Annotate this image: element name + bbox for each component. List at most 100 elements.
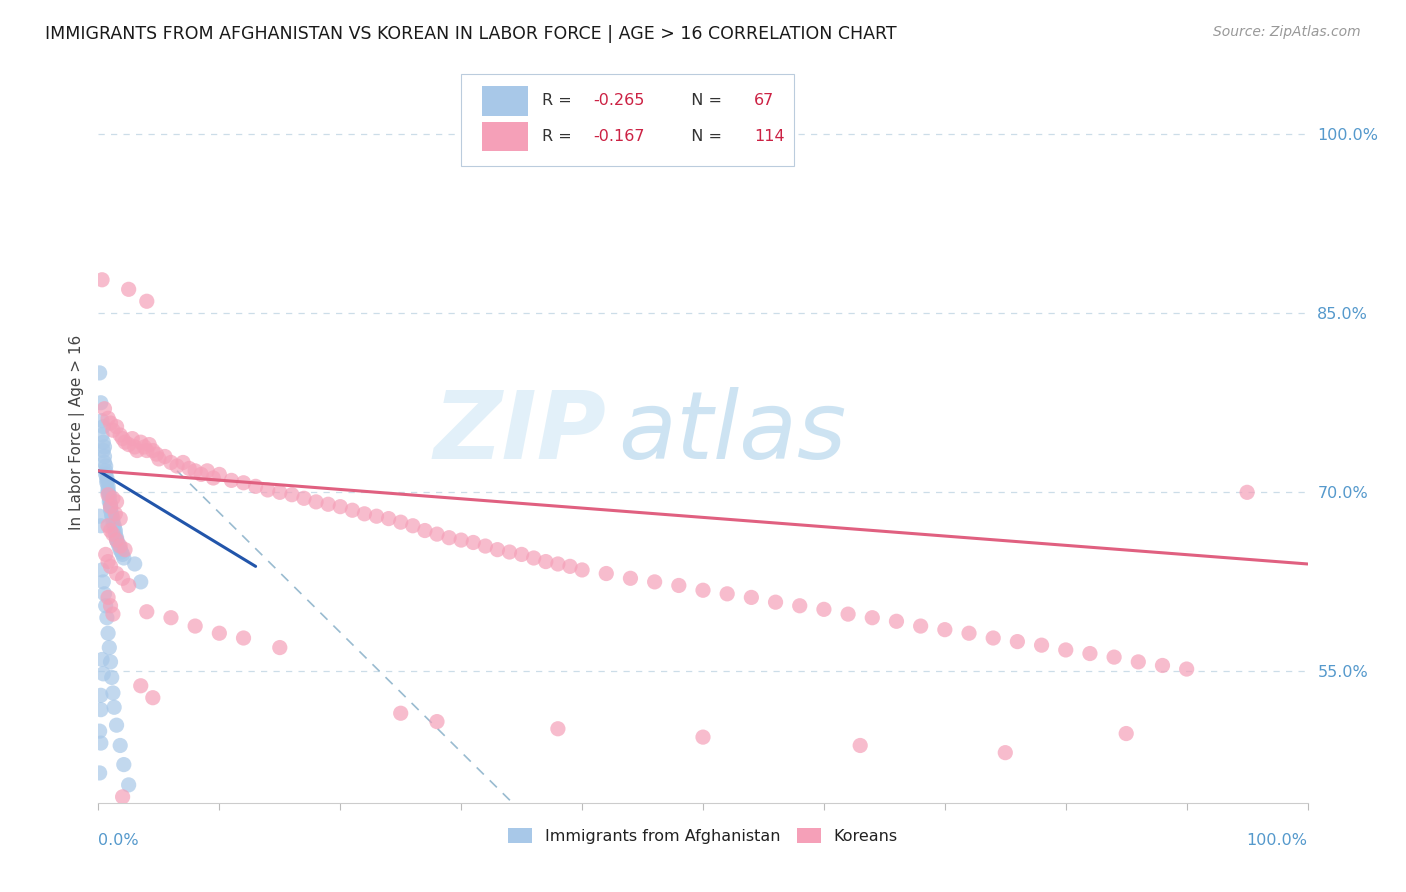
Point [135, 605, 157, 619]
Point [100, 416, 122, 430]
Point [111, 789, 134, 804]
Point [90, 396, 112, 410]
Point [94, 599, 117, 613]
Point [93, 455, 115, 469]
Point [886, 615, 908, 629]
Point [91, 443, 114, 458]
Point [108, 511, 131, 525]
Point [981, 631, 1004, 645]
Point [142, 443, 165, 458]
Point [100, 500, 122, 514]
Point [91, 435, 114, 450]
Point [135, 805, 157, 820]
Point [221, 474, 243, 488]
Point [100, 503, 122, 517]
Point [437, 531, 460, 545]
Point [118, 778, 141, 792]
Point [89, 724, 111, 739]
Point [97, 626, 120, 640]
Text: ZIP: ZIP [433, 386, 606, 479]
Point [232, 475, 254, 490]
Point [105, 533, 128, 547]
Point [510, 548, 533, 562]
Point [1102, 650, 1125, 665]
Point [208, 626, 231, 640]
Point [1078, 647, 1101, 661]
Point [716, 587, 738, 601]
Point [1152, 658, 1174, 673]
Point [957, 626, 980, 640]
Point [90, 689, 112, 703]
Point [179, 461, 201, 475]
Point [402, 518, 425, 533]
Point [377, 511, 399, 525]
Point [97, 411, 120, 425]
Point [366, 509, 388, 524]
Point [789, 599, 811, 613]
Point [910, 619, 932, 633]
Point [195, 464, 218, 478]
Point [101, 527, 124, 541]
Text: 100.0%: 100.0% [1247, 832, 1308, 847]
Point [111, 432, 134, 446]
Point [138, 437, 160, 451]
Point [89, 509, 111, 524]
Point [91, 273, 114, 287]
Point [104, 507, 127, 521]
Point [93, 440, 115, 454]
Point [486, 542, 509, 557]
Point [94, 464, 117, 478]
Point [668, 578, 690, 592]
Point [124, 440, 146, 454]
Point [166, 458, 188, 473]
Point [644, 574, 666, 589]
FancyBboxPatch shape [482, 87, 527, 116]
Point [860, 611, 883, 625]
Point [105, 566, 128, 581]
Point [104, 527, 127, 541]
Point [97, 518, 120, 533]
Point [1128, 655, 1150, 669]
Point [114, 542, 136, 557]
Point [93, 401, 115, 416]
Point [135, 294, 157, 309]
Point [281, 488, 304, 502]
Point [101, 491, 124, 506]
Point [94, 467, 117, 482]
Point [316, 497, 339, 511]
Point [91, 563, 114, 577]
Point [184, 464, 207, 478]
Point [103, 518, 125, 533]
Point [94, 458, 117, 473]
Point [100, 670, 122, 684]
Point [813, 602, 835, 616]
Point [463, 535, 485, 549]
Point [90, 736, 112, 750]
Point [118, 282, 141, 296]
Point [837, 607, 859, 621]
Point [148, 451, 170, 466]
Point [153, 450, 176, 464]
Point [474, 539, 496, 553]
Point [110, 545, 132, 559]
Point [98, 640, 121, 655]
Point [1007, 634, 1029, 648]
Point [105, 533, 128, 547]
Point [208, 467, 231, 482]
Point [96, 474, 118, 488]
Point [101, 423, 124, 437]
Point [94, 548, 117, 562]
Point [100, 507, 122, 521]
Point [114, 435, 136, 450]
Point [90, 703, 112, 717]
Point [426, 714, 449, 729]
Text: 114: 114 [754, 129, 785, 144]
Point [1115, 726, 1137, 740]
Text: -0.265: -0.265 [593, 94, 644, 109]
Point [101, 511, 124, 525]
Point [118, 578, 141, 592]
Point [1054, 643, 1077, 657]
Point [934, 623, 956, 637]
Point [97, 485, 120, 500]
Point [124, 557, 146, 571]
